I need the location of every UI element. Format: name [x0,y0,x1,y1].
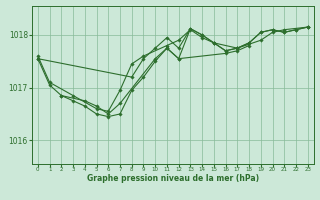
X-axis label: Graphe pression niveau de la mer (hPa): Graphe pression niveau de la mer (hPa) [87,174,259,183]
